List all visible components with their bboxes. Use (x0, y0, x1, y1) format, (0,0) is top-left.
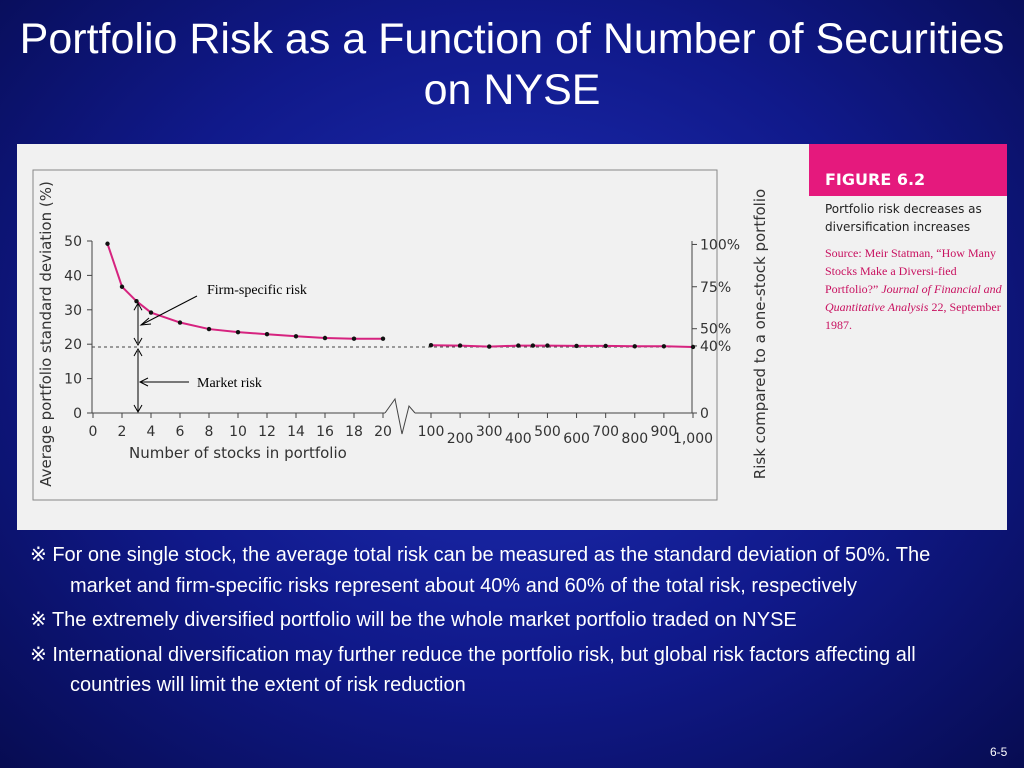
data-point (574, 343, 579, 349)
figure-caption: Portfolio risk decreases as diversificat… (825, 202, 982, 234)
firm-specific-risk-label: Firm-specific risk (207, 283, 307, 298)
data-point (177, 320, 183, 325)
data-point (235, 329, 241, 335)
data-point (119, 284, 125, 289)
y-tick-label-right: 100% (700, 237, 740, 253)
data-point (632, 344, 637, 349)
data-point (545, 343, 550, 348)
data-point (105, 241, 110, 246)
x-tick-label: 100 (418, 424, 445, 440)
data-point (134, 299, 139, 304)
axis-break-mark (384, 397, 416, 435)
x-tick-label: 800 (621, 431, 648, 447)
source-journal: Journal of Financial and Quantitative An… (825, 282, 1002, 314)
x-tick-label: 18 (345, 424, 363, 440)
x-tick-label: 700 (592, 424, 619, 440)
y-tick-label-right: 0 (700, 406, 709, 422)
y-tick-label-left: 20 (64, 337, 82, 353)
y-tick-label-left: 10 (64, 372, 82, 388)
y-axis-title-left: Average portfolio standard deviation (%) (37, 181, 55, 487)
bullet-item: ※ For one single stock, the average tota… (30, 544, 931, 597)
data-point (690, 344, 696, 350)
data-point (428, 343, 434, 348)
x-tick-label: 600 (563, 431, 590, 447)
x-tick-label: 500 (534, 424, 561, 440)
arrowhead-icon (133, 337, 143, 346)
x-tick-label: 400 (505, 431, 532, 447)
x-tick-label: 0 (89, 424, 98, 440)
arrowhead-icon (133, 404, 143, 414)
data-point (322, 335, 328, 341)
data-point (530, 343, 536, 348)
y-axis-title-right: Risk compared to a one-stock portfolio (751, 189, 769, 479)
data-point (206, 326, 212, 332)
figure-tag: FIGURE 6.2 (809, 144, 1007, 196)
data-point (293, 334, 299, 339)
x-tick-label: 8 (205, 424, 214, 440)
data-point (380, 336, 386, 341)
figure-sidebar: FIGURE 6.2 Portfolio risk decreases as d… (809, 144, 1007, 530)
slide-title: Portfolio Risk as a Function of Number o… (19, 15, 1005, 114)
risk-line-large-portfolios (430, 344, 694, 348)
arrowhead-icon (138, 377, 149, 387)
y-tick-label-left: 50 (64, 234, 82, 250)
y-tick-label-left: 0 (73, 406, 82, 422)
data-point (148, 310, 154, 315)
x-tick-label: 12 (258, 424, 276, 440)
firm-specific-pointer (140, 295, 198, 326)
x-tick-label: 2 (118, 424, 127, 440)
data-point (603, 343, 608, 349)
x-tick-label: 16 (316, 424, 334, 440)
y-tick-label-left: 40 (64, 268, 82, 284)
x-tick-label: 4 (147, 424, 156, 440)
x-tick-label: 14 (287, 424, 305, 440)
figure-source: Source: Meir Statman, “How Many Stocks M… (825, 244, 1003, 334)
x-tick-label: 900 (651, 424, 678, 440)
x-tick-label: 1,000 (673, 431, 713, 447)
data-point (264, 332, 270, 337)
source-prefix: Source: Meir Statman, “How Many Stocks M… (825, 246, 996, 296)
y-tick-label-left: 30 (64, 303, 82, 319)
data-point (661, 344, 667, 349)
x-tick-label: 20 (374, 424, 392, 440)
arrowhead-icon (133, 347, 143, 357)
bullet-item: ※ International diversification may furt… (30, 643, 916, 697)
chart-frame (32, 169, 718, 501)
market-risk-label: Market risk (197, 376, 262, 391)
arrowhead-icon (133, 302, 143, 311)
y-tick-label-right: 50% (700, 322, 731, 338)
x-tick-label: 10 (229, 424, 247, 440)
x-axis-title: Number of stocks in portfolio (129, 444, 347, 462)
data-point (516, 343, 521, 348)
figure-panel: 0 10 20 30 40 50 0 40% 50% 75% 100% 0 2 4 6 8 10 12 14 16 18… (17, 144, 1007, 530)
data-point (457, 343, 463, 348)
slide-number: 6-5 (990, 745, 1008, 759)
risk-line-small-portfolios (106, 243, 383, 340)
x-tick-label: 200 (447, 431, 474, 447)
data-point (487, 344, 492, 349)
source-suffix: 22, September 1987. (825, 300, 1001, 332)
y-tick-label-right: 75% (700, 280, 731, 296)
y-tick-label-right: 40% (700, 339, 731, 355)
arrowhead-icon (139, 317, 152, 326)
bullet-item: ※ The extremely diversified portfolio wi… (30, 609, 797, 631)
x-tick-label: 6 (176, 424, 185, 440)
data-point (351, 336, 357, 341)
x-tick-label: 300 (476, 424, 503, 440)
bullet-list: ※ For one single stock, the average tota… (30, 540, 970, 705)
